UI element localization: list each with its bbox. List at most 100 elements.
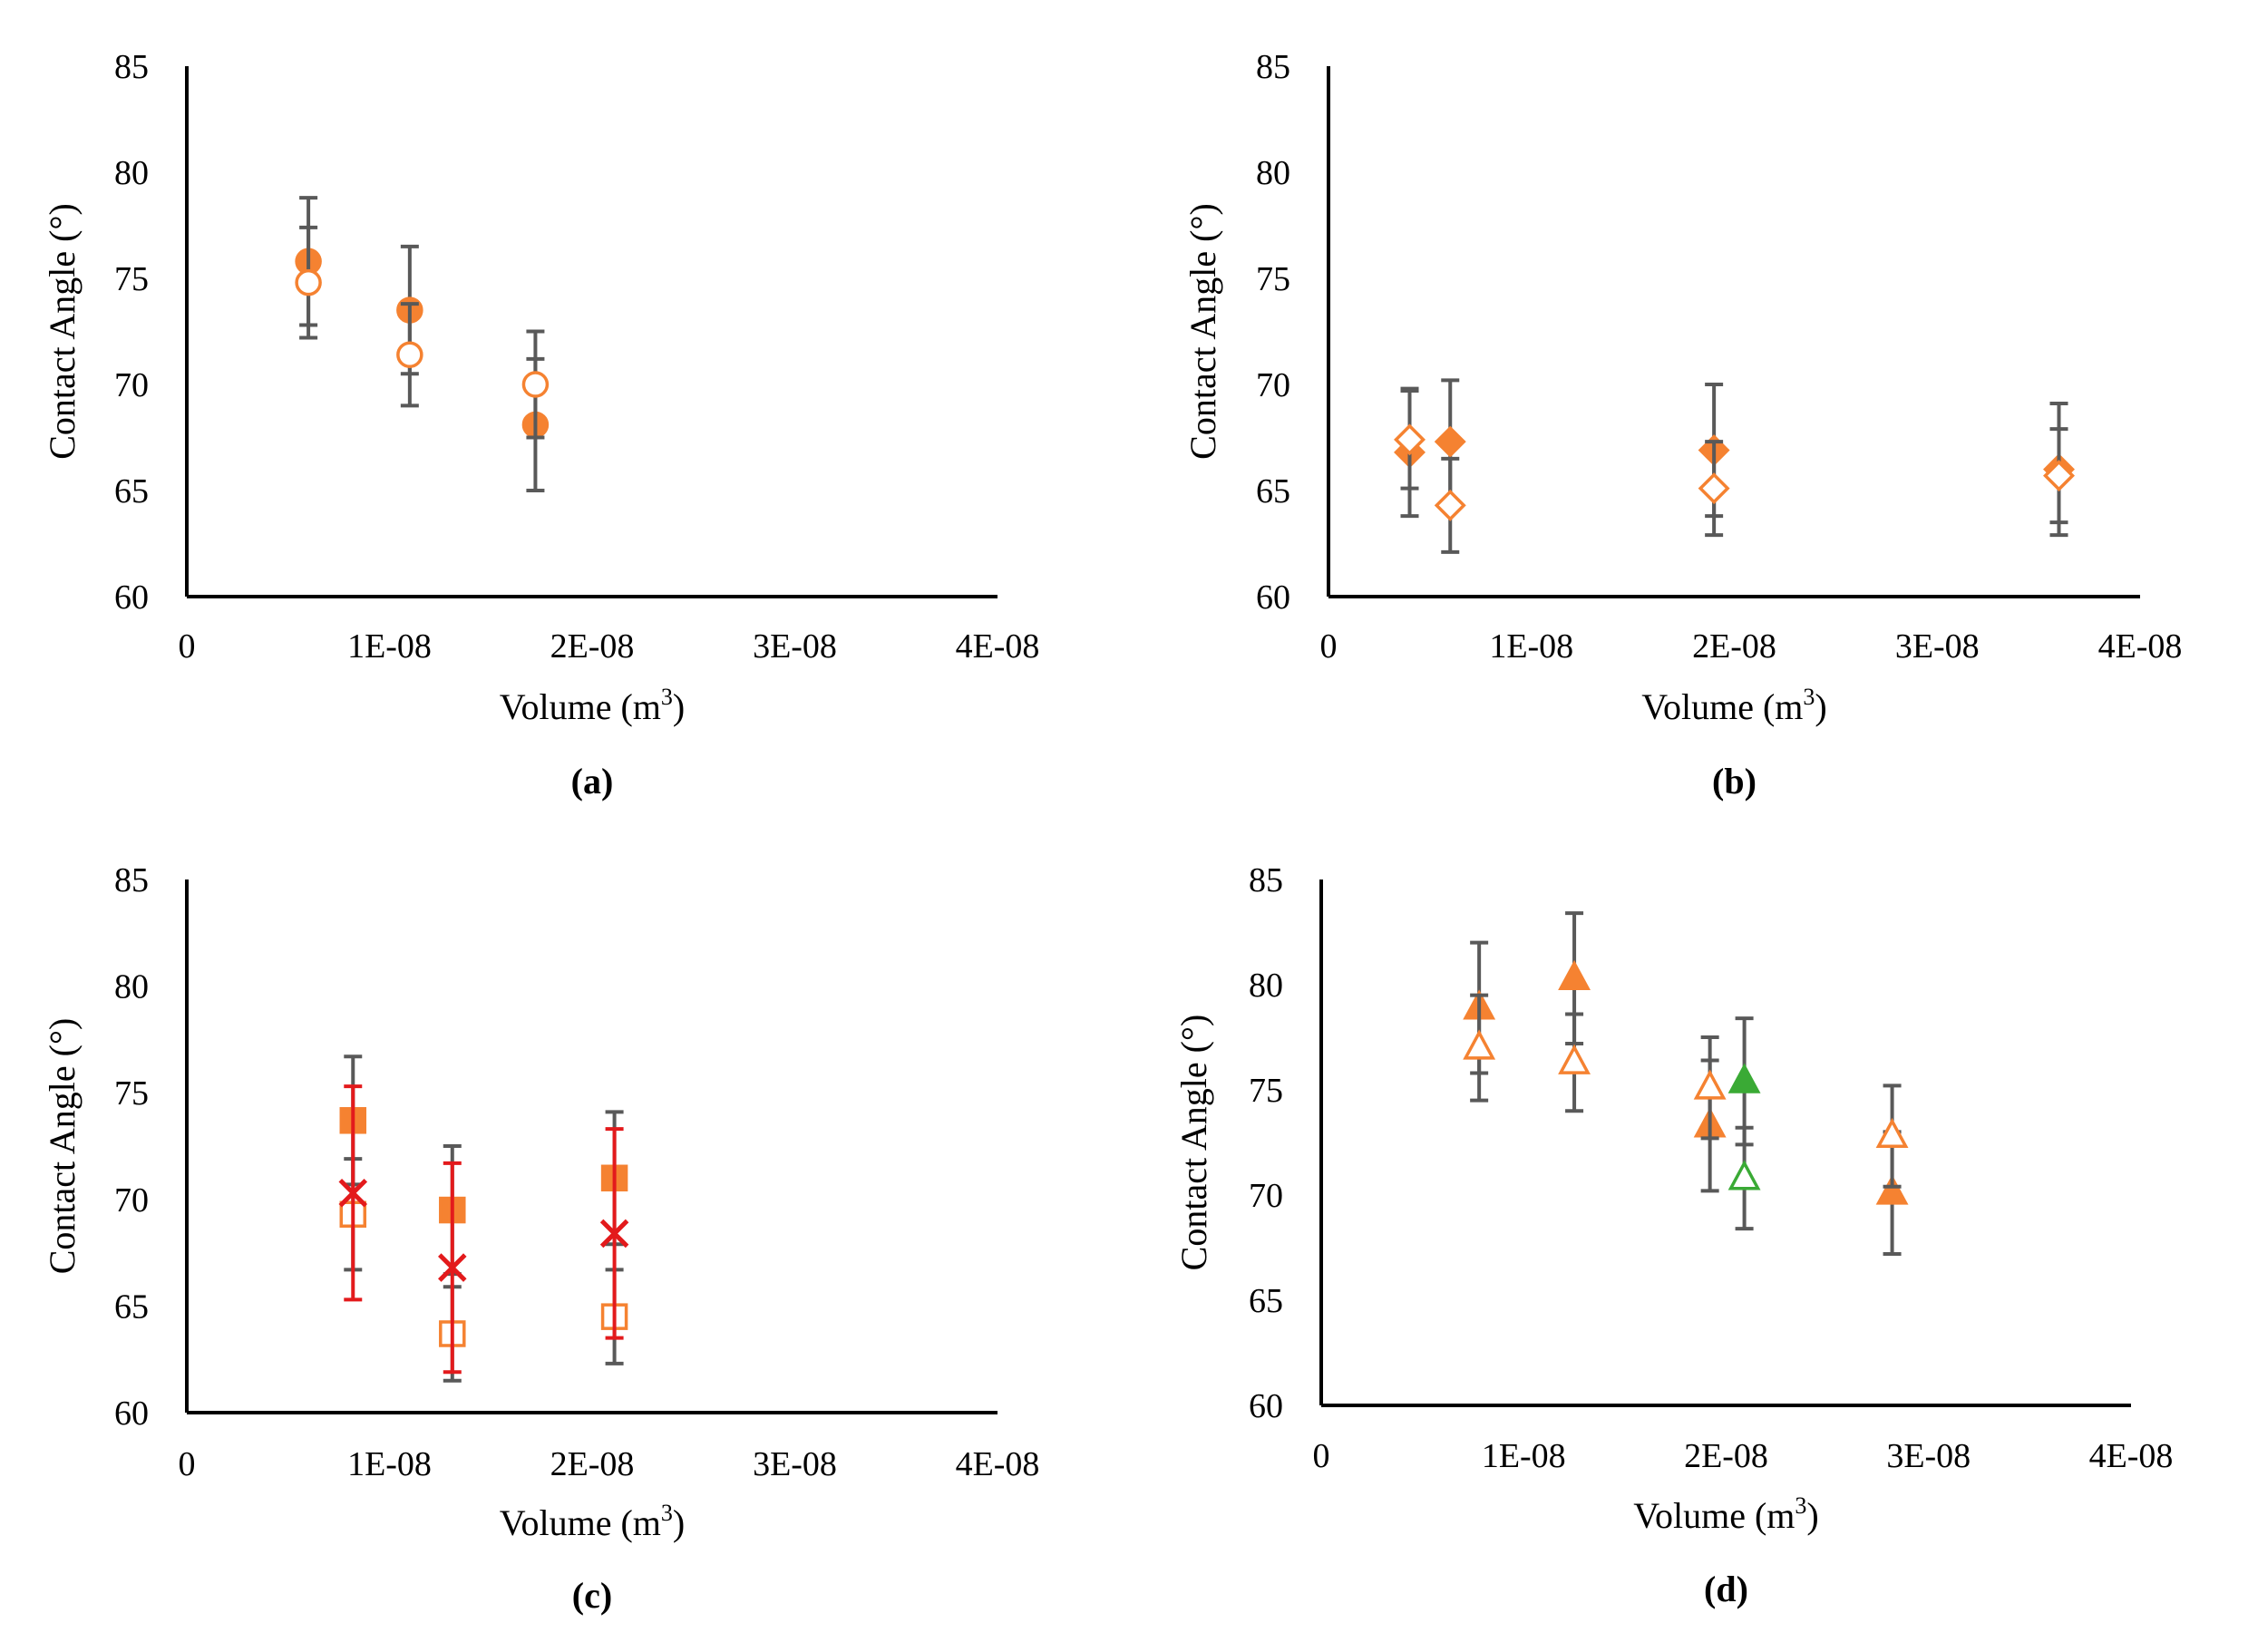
panel-a: 60 65 70 75 80 85 0 1E-08 2E-08 3E-08 4E-08 Volume … <box>42 48 1039 802</box>
y-tick-label: 60 <box>114 1394 149 1433</box>
data-point-triangle <box>1727 1160 1761 1190</box>
data-point-circle <box>396 341 423 368</box>
x-axis-title-sup: 3 <box>1803 684 1815 710</box>
x-tick-label: 4E-08 <box>2089 1437 2174 1475</box>
y-tick-label: 75 <box>114 1074 149 1113</box>
panel-label: (d) <box>1704 1569 1748 1609</box>
x-axis-title: Volume (m3) <box>1641 684 1826 727</box>
x-tick-label: 4E-08 <box>956 627 1040 666</box>
x-tick-label: 0 <box>179 627 196 666</box>
x-axis-title-end: ) <box>1815 686 1826 727</box>
y-tick-label: 85 <box>114 48 149 86</box>
y-axis-title: Contact Angle (°) <box>42 203 83 460</box>
x-axis-title-main: Volume (m <box>500 686 661 727</box>
y-tick-label: 60 <box>114 578 149 617</box>
x-axis-title: Volume (m3) <box>500 684 685 727</box>
x-axis-title-main: Volume (m <box>1633 1495 1795 1536</box>
x-tick-label: 2E-08 <box>1684 1437 1768 1475</box>
y-tick-label: 80 <box>114 154 149 192</box>
x-axis-title: Volume (m3) <box>1633 1492 1818 1536</box>
series-cross <box>338 1084 629 1375</box>
y-tick-label: 75 <box>1256 260 1290 298</box>
data-point-triangle <box>1693 1069 1727 1100</box>
y-tick-label: 85 <box>114 861 149 899</box>
y-tick-label: 65 <box>1256 472 1290 510</box>
y-axis-title: Contact Angle (°) <box>1182 203 1223 460</box>
data-point-diamond <box>1394 423 1426 456</box>
y-tick-label: 60 <box>1256 578 1290 617</box>
x-tick-label: 1E-08 <box>1489 627 1573 666</box>
x-tick-label: 3E-08 <box>1895 627 1980 666</box>
x-tick-label: 2E-08 <box>550 1445 635 1483</box>
panel-d: 60 65 70 75 80 85 0 1E-08 2E-08 3E-08 4E-08 Volume … <box>1173 861 2173 1609</box>
data-point-triangle <box>1875 1117 1909 1149</box>
x-axis-title-end: ) <box>1806 1495 1818 1536</box>
x-tick-label: 1E-08 <box>1482 1437 1566 1475</box>
x-tick-label: 4E-08 <box>956 1445 1040 1483</box>
data-point-triangle <box>1558 1044 1591 1074</box>
series-open-circle <box>295 225 550 440</box>
x-axis-title-end: ) <box>673 686 685 727</box>
x-axis-title-sup: 3 <box>661 1500 673 1526</box>
x-tick-label: 1E-08 <box>347 1445 432 1483</box>
data-point-cross <box>338 1178 368 1208</box>
y-axis-title: Contact Angle (°) <box>42 1018 83 1275</box>
y-tick-label: 85 <box>1249 861 1283 899</box>
y-tick-label: 70 <box>1249 1177 1283 1215</box>
x-tick-label: 3E-08 <box>1886 1437 1971 1475</box>
panel-label: (b) <box>1712 761 1757 802</box>
panel-c: 60 65 70 75 80 85 0 1E-08 2E-08 3E-08 4E-08 Volume … <box>42 861 1039 1616</box>
x-tick-label: 2E-08 <box>1692 627 1776 666</box>
y-tick-label: 65 <box>114 472 149 510</box>
x-tick-label: 0 <box>1320 627 1338 666</box>
data-point-triangle <box>1463 1029 1496 1060</box>
y-tick-label: 85 <box>1256 48 1290 86</box>
series-open-diamond <box>1394 389 2075 554</box>
y-tick-label: 70 <box>114 366 149 404</box>
panel-label: (a) <box>571 761 614 802</box>
x-tick-label: 0 <box>179 1445 196 1483</box>
y-axis-title: Contact Angle (°) <box>1173 1015 1214 1271</box>
data-point-diamond <box>1434 489 1466 521</box>
series-open-triangle-green <box>1727 1125 1761 1231</box>
x-tick-label: 1E-08 <box>347 627 432 666</box>
data-point-triangle <box>1558 959 1591 991</box>
series-open-square <box>339 1157 628 1383</box>
x-tick-label: 4E-08 <box>2098 627 2183 666</box>
data-point-cross <box>599 1219 629 1249</box>
y-tick-label: 70 <box>1256 366 1290 404</box>
series-filled-triangle-orange <box>1463 911 1909 1256</box>
data-point-circle <box>295 268 322 296</box>
y-tick-label: 65 <box>1249 1282 1283 1320</box>
x-tick-label: 2E-08 <box>550 627 635 666</box>
y-tick-label: 80 <box>1249 967 1283 1005</box>
data-point-diamond <box>2043 460 2075 492</box>
x-axis-title-sup: 3 <box>1795 1492 1806 1519</box>
data-point-triangle <box>1727 1063 1761 1093</box>
data-point-circle <box>521 371 550 398</box>
x-axis-title: Volume (m3) <box>500 1500 685 1543</box>
series-filled-square <box>339 1054 628 1277</box>
y-tick-label: 60 <box>1249 1387 1283 1425</box>
data-point-cross <box>438 1253 467 1282</box>
x-tick-label: 0 <box>1313 1437 1330 1475</box>
y-tick-label: 70 <box>114 1181 149 1220</box>
series-open-triangle-orange <box>1463 993 1909 1189</box>
x-axis-title-sup: 3 <box>661 684 673 710</box>
y-tick-label: 75 <box>1249 1072 1283 1110</box>
x-axis-title-main: Volume (m <box>1641 686 1803 727</box>
x-tick-label: 3E-08 <box>753 627 837 666</box>
x-axis-title-main: Volume (m <box>500 1502 661 1543</box>
series-filled-circle <box>295 196 550 492</box>
series-filled-diamond <box>1394 378 2075 538</box>
panel-b: 60 65 70 75 80 85 0 1E-08 2E-08 3E-08 4E-08 Volume … <box>1182 48 2182 802</box>
data-point-diamond <box>1698 472 1730 505</box>
series-filled-triangle-green <box>1727 1016 1761 1147</box>
x-tick-label: 3E-08 <box>753 1445 837 1483</box>
data-point-triangle <box>1875 1174 1909 1205</box>
y-tick-label: 75 <box>114 260 149 298</box>
y-tick-label: 80 <box>114 968 149 1006</box>
y-tick-label: 80 <box>1256 154 1290 192</box>
y-tick-label: 65 <box>114 1288 149 1326</box>
